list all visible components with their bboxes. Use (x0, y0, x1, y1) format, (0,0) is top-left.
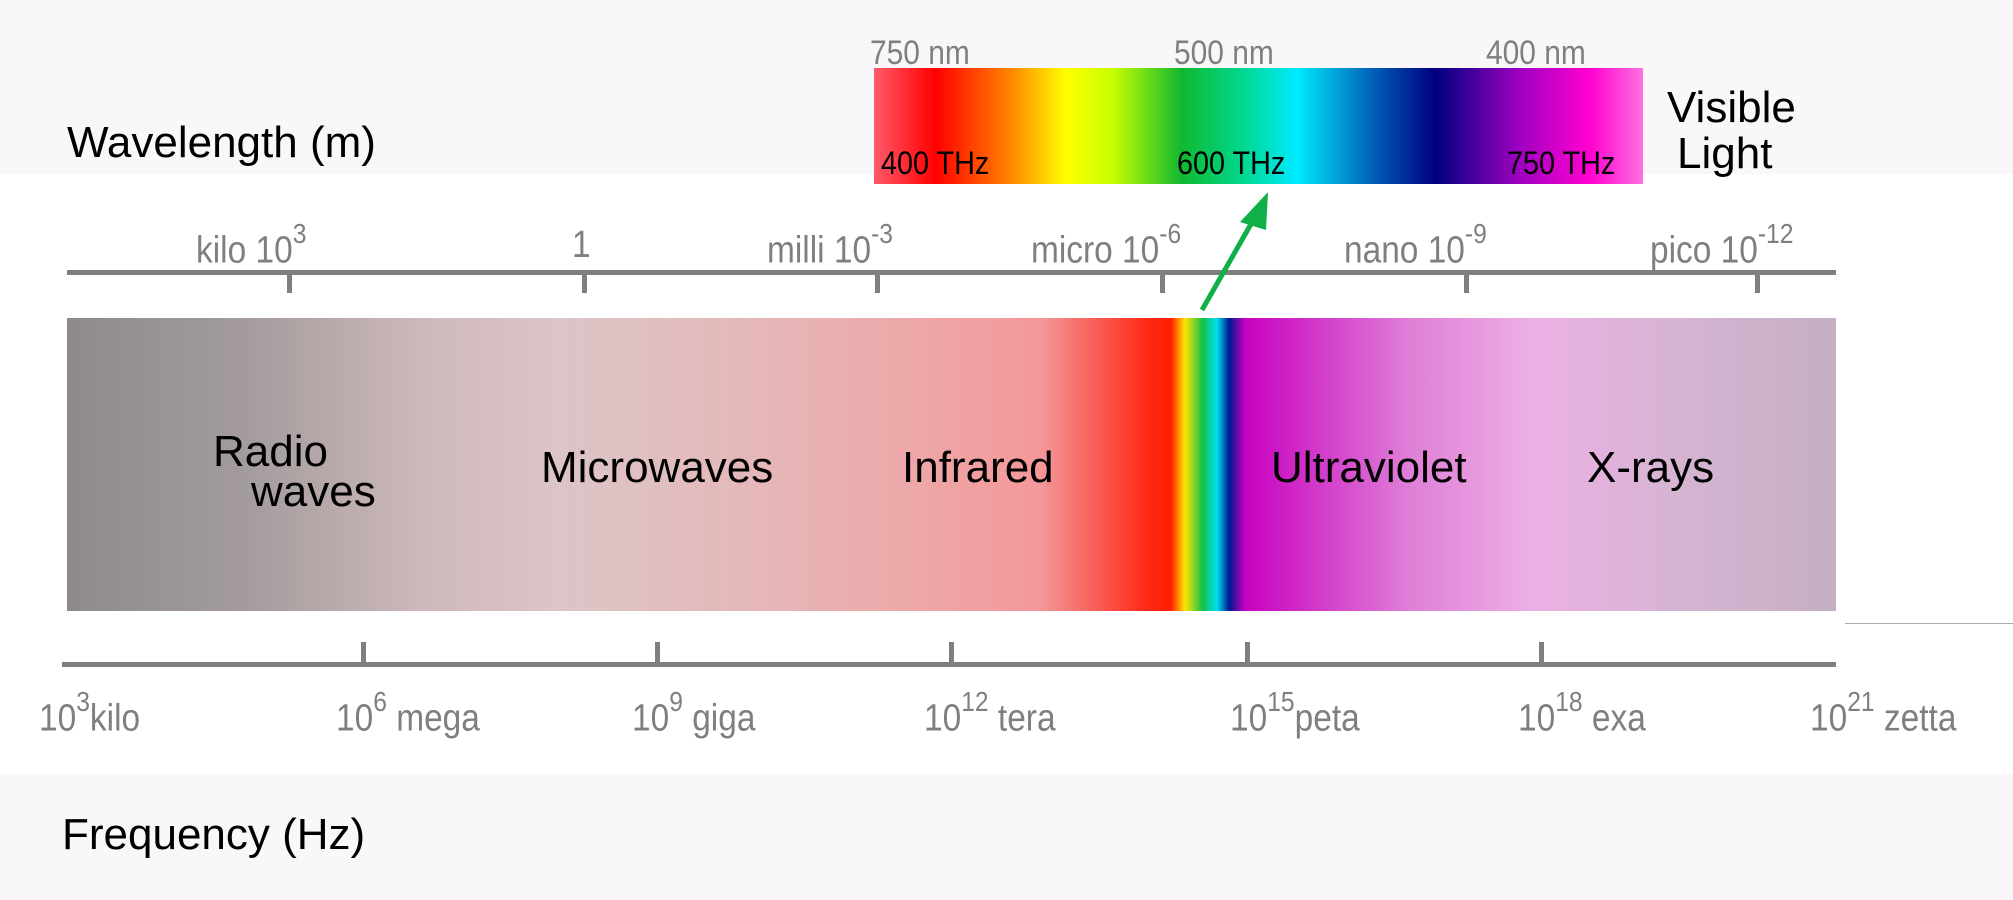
wavelength-label-nano: nano 10-9 (1344, 218, 1487, 273)
exponent: 3 (76, 686, 90, 717)
prefix: tera (997, 697, 1056, 740)
frequency-axis (62, 662, 1836, 667)
thz-label-750: 750 THz (1507, 145, 1616, 181)
radio-line1: Radio (213, 427, 328, 476)
visible-light-label: Visible Light (1667, 85, 1796, 177)
base: 10 (1720, 229, 1758, 272)
thz-label-400: 400 THz (881, 145, 990, 181)
frequency-tick (949, 642, 954, 662)
band-label-radio: Radio waves (213, 427, 376, 516)
base: 10 (39, 697, 77, 740)
prefix: giga (692, 697, 756, 740)
visible-spectrum-bar (874, 68, 1643, 184)
base: 10 (1810, 697, 1848, 740)
exponent: 6 (373, 686, 387, 717)
exponent: 9 (669, 686, 683, 717)
band-label-ultraviolet: Ultraviolet (1271, 443, 1467, 492)
frequency-label-mega: 106 mega (336, 686, 480, 741)
exponent: 18 (1555, 686, 1583, 717)
prefix: exa (1591, 697, 1646, 740)
frequency-label-peta: 1015peta (1230, 686, 1360, 741)
wavelength-tick (1755, 273, 1760, 293)
wavelength-tick (875, 273, 880, 293)
wavelength-label-milli: milli 10-3 (767, 218, 893, 273)
prefix: pico (1650, 229, 1712, 272)
frequency-label-exa: 1018 exa (1518, 686, 1646, 741)
exponent: 3 (292, 218, 307, 249)
visible-label-line1: Visible (1667, 83, 1796, 132)
prefix: zetta (1883, 697, 1957, 740)
radio-line2: waves (251, 467, 376, 516)
arrow-head (1240, 192, 1268, 230)
prefix: mega (396, 697, 480, 740)
frequency-tick (655, 642, 660, 662)
prefix: kilo (89, 697, 141, 740)
frequency-label-tera: 1012 tera (924, 686, 1056, 741)
base: 10 (1122, 229, 1160, 272)
frequency-label-giga: 109 giga (632, 686, 756, 741)
wavelength-tick (287, 273, 292, 293)
bottom-background (0, 774, 2013, 900)
divider-line (1845, 623, 2013, 624)
exponent: 12 (961, 686, 989, 717)
exponent: -9 (1464, 218, 1487, 249)
em-spectrum-band (67, 318, 1836, 611)
frequency-title: Frequency (Hz) (62, 810, 366, 859)
wavelength-label-kilo: kilo 103 (196, 218, 306, 273)
wavelength-tick (582, 273, 587, 293)
exponent: 21 (1847, 686, 1875, 717)
base: 1 (572, 224, 591, 266)
wavelength-label-micro: micro 10-6 (1031, 218, 1181, 273)
prefix: peta (1294, 697, 1360, 740)
prefix: milli (767, 229, 825, 272)
frequency-tick (361, 642, 366, 662)
base: 10 (924, 697, 962, 740)
prefix: nano (1344, 229, 1419, 272)
frequency-tick (1245, 642, 1250, 662)
frequency-tick (1539, 642, 1544, 662)
arrow-shaft (1199, 208, 1262, 312)
base: 10 (1230, 697, 1268, 740)
band-label-infrared: Infrared (902, 443, 1054, 492)
base: 10 (336, 697, 374, 740)
frequency-label-kilo: 103kilo (39, 686, 141, 741)
prefix: micro (1031, 229, 1113, 272)
wavelength-tick (1160, 273, 1165, 293)
frequency-label-zetta: 1021 zetta (1810, 686, 1957, 741)
band-label-xrays: X-rays (1587, 443, 1715, 492)
visible-label-line2: Light (1677, 129, 1773, 178)
wavelength-title: Wavelength (m) (67, 118, 376, 167)
exponent: 15 (1267, 686, 1295, 717)
wavelength-label-one: 1 (572, 224, 591, 267)
wavelength-axis (67, 270, 1836, 275)
wavelength-tick (1464, 273, 1469, 293)
nm-label-750: 750 nm (870, 34, 970, 72)
base: 10 (1518, 697, 1556, 740)
base: 10 (632, 697, 670, 740)
band-label-microwaves: Microwaves (541, 443, 774, 492)
nm-label-400: 400 nm (1486, 34, 1586, 72)
prefix: kilo (196, 229, 247, 272)
wavelength-label-pico: pico 10-12 (1650, 218, 1793, 273)
exponent: -12 (1757, 218, 1794, 249)
thz-label-600: 600 THz (1177, 145, 1286, 181)
nm-label-500: 500 nm (1174, 34, 1274, 72)
exponent: -6 (1159, 218, 1182, 249)
base: 10 (255, 229, 293, 272)
base: 10 (833, 229, 872, 272)
base: 10 (1427, 229, 1465, 272)
exponent: -3 (871, 218, 894, 249)
